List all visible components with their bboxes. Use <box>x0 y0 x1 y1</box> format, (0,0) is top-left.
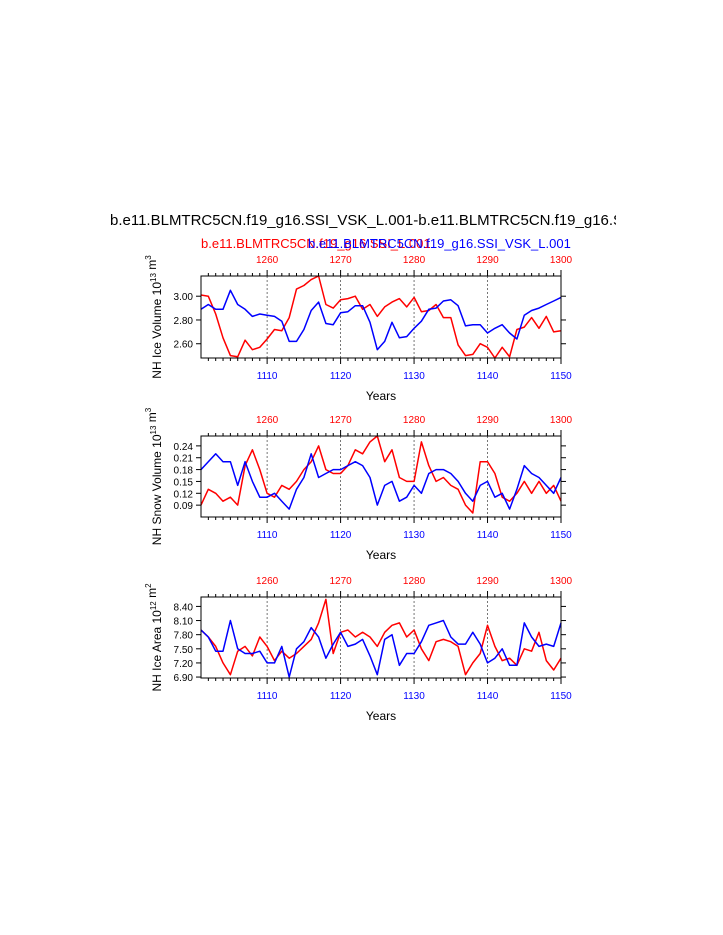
y-tick-label: 8.40 <box>174 602 194 613</box>
x-tick-label-top: 1280 <box>403 255 426 266</box>
y-axis-label: NH Ice Volume 1013 m3 <box>144 255 164 379</box>
x-tick-label-bottom: 1140 <box>477 371 499 382</box>
y-tick-label: 0.09 <box>174 501 194 512</box>
series-red-line <box>200 275 562 359</box>
y-axis-label-part: m <box>145 260 159 270</box>
x-tick-label-top: 1260 <box>256 255 279 266</box>
series-blue-line <box>200 453 562 510</box>
plot-frame <box>200 275 562 359</box>
panel-2: 0.090.120.150.180.210.24 1110 1120 1130 1140… <box>144 407 573 562</box>
x-tick-label-bottom: 1120 <box>330 691 352 702</box>
x-axis-label: Years <box>366 389 396 403</box>
y-tick-label: 7.20 <box>174 659 194 670</box>
x-axis-label: Years <box>366 709 396 723</box>
x-tick-label-bottom: 1150 <box>550 691 572 702</box>
x-tick-label-top: 1270 <box>329 415 352 426</box>
y-tick-label: 7.50 <box>174 645 194 656</box>
subtitle-blue-series: b.e11.BLMTRC5CN.f19_g16.SSI_VSK_L.001 <box>308 236 571 251</box>
series-red-line <box>200 435 562 514</box>
plot-frame <box>200 435 562 518</box>
y-tick-label: 7.80 <box>174 631 194 642</box>
x-tick-label-bottom: 1110 <box>257 530 278 541</box>
y-axis-label-part: 3 <box>144 407 153 412</box>
x-tick-label-top: 1290 <box>476 415 499 426</box>
y-axis-label-part: NH Ice Volume 10 <box>150 282 164 379</box>
y-tick-label: 6.90 <box>174 673 194 684</box>
x-tick-label-bottom: 1130 <box>403 691 425 702</box>
figure-title: b.e11.BLMTRC5CN.f19_g16.SSI_VSK_L.001-b.… <box>110 212 616 229</box>
x-tick-label-top: 1270 <box>329 576 352 587</box>
x-tick-label-bottom: 1130 <box>403 371 425 382</box>
y-tick-label: 0.24 <box>174 442 194 453</box>
y-axis-label-part: 2 <box>144 583 153 588</box>
series-blue-line <box>200 619 562 678</box>
x-tick-label-bottom: 1130 <box>403 530 425 541</box>
y-axis-label-part: NH Ice Area 10 <box>150 610 164 692</box>
x-tick-label-bottom: 1120 <box>330 530 352 541</box>
x-axis-label: Years <box>366 548 396 562</box>
x-tick-label-bottom: 1150 <box>550 371 572 382</box>
x-tick-label-bottom: 1140 <box>477 530 499 541</box>
x-tick-label-bottom: 1110 <box>257 691 278 702</box>
y-axis-label-part: 13 <box>149 425 158 434</box>
y-tick-label: 0.12 <box>174 489 194 500</box>
y-axis-label-part: m <box>145 412 159 422</box>
y-axis-label: NH Snow Volume 1013 m3 <box>144 407 164 545</box>
y-axis-label-part: 13 <box>149 273 158 282</box>
y-tick-label: 8.10 <box>174 617 194 628</box>
y-axis-label-part: 3 <box>144 255 153 260</box>
x-tick-label-bottom: 1110 <box>257 371 278 382</box>
x-tick-label-bottom: 1150 <box>550 530 572 541</box>
x-tick-label-top: 1300 <box>550 576 573 587</box>
y-axis-label-part: m <box>145 588 159 598</box>
subtitle-red-series: b.e11.BLMTRC5CN.f19_g16.SSI_L.001 <box>201 236 431 251</box>
x-tick-label-bottom: 1140 <box>477 691 499 702</box>
series-red-line <box>200 598 562 676</box>
x-tick-label-top: 1280 <box>403 415 426 426</box>
x-tick-label-top: 1290 <box>476 576 499 587</box>
x-tick-label-top: 1300 <box>550 415 573 426</box>
x-tick-label-top: 1280 <box>403 576 426 587</box>
y-tick-label: 3.00 <box>174 292 194 303</box>
x-tick-label-top: 1300 <box>550 255 573 266</box>
y-axis-label-part: 12 <box>149 601 158 610</box>
x-tick-label-top: 1260 <box>256 576 279 587</box>
series-blue-line <box>200 289 562 351</box>
y-tick-label: 2.60 <box>174 340 194 351</box>
y-tick-label: 0.21 <box>174 454 194 465</box>
y-axis-label: NH Ice Area 1012 m2 <box>144 583 164 692</box>
y-tick-label: 0.18 <box>174 466 194 477</box>
x-tick-label-top: 1260 <box>256 415 279 426</box>
plot-frame <box>200 596 562 679</box>
y-tick-label: 0.15 <box>174 477 194 488</box>
x-tick-label-top: 1270 <box>329 255 352 266</box>
y-tick-label: 2.80 <box>174 316 194 327</box>
x-tick-label-top: 1290 <box>476 255 499 266</box>
panel-3: 6.90 7.20 7.50 7.80 8.10 8.40 1110 1120 1130 1140… <box>144 576 573 723</box>
x-tick-label-bottom: 1120 <box>330 371 352 382</box>
panel-1: 2.60 2.80 3.00 1110 1120 1130 1140 1150 1260 1270… <box>144 255 573 403</box>
y-axis-label-part: NH Snow Volume 10 <box>150 434 164 545</box>
